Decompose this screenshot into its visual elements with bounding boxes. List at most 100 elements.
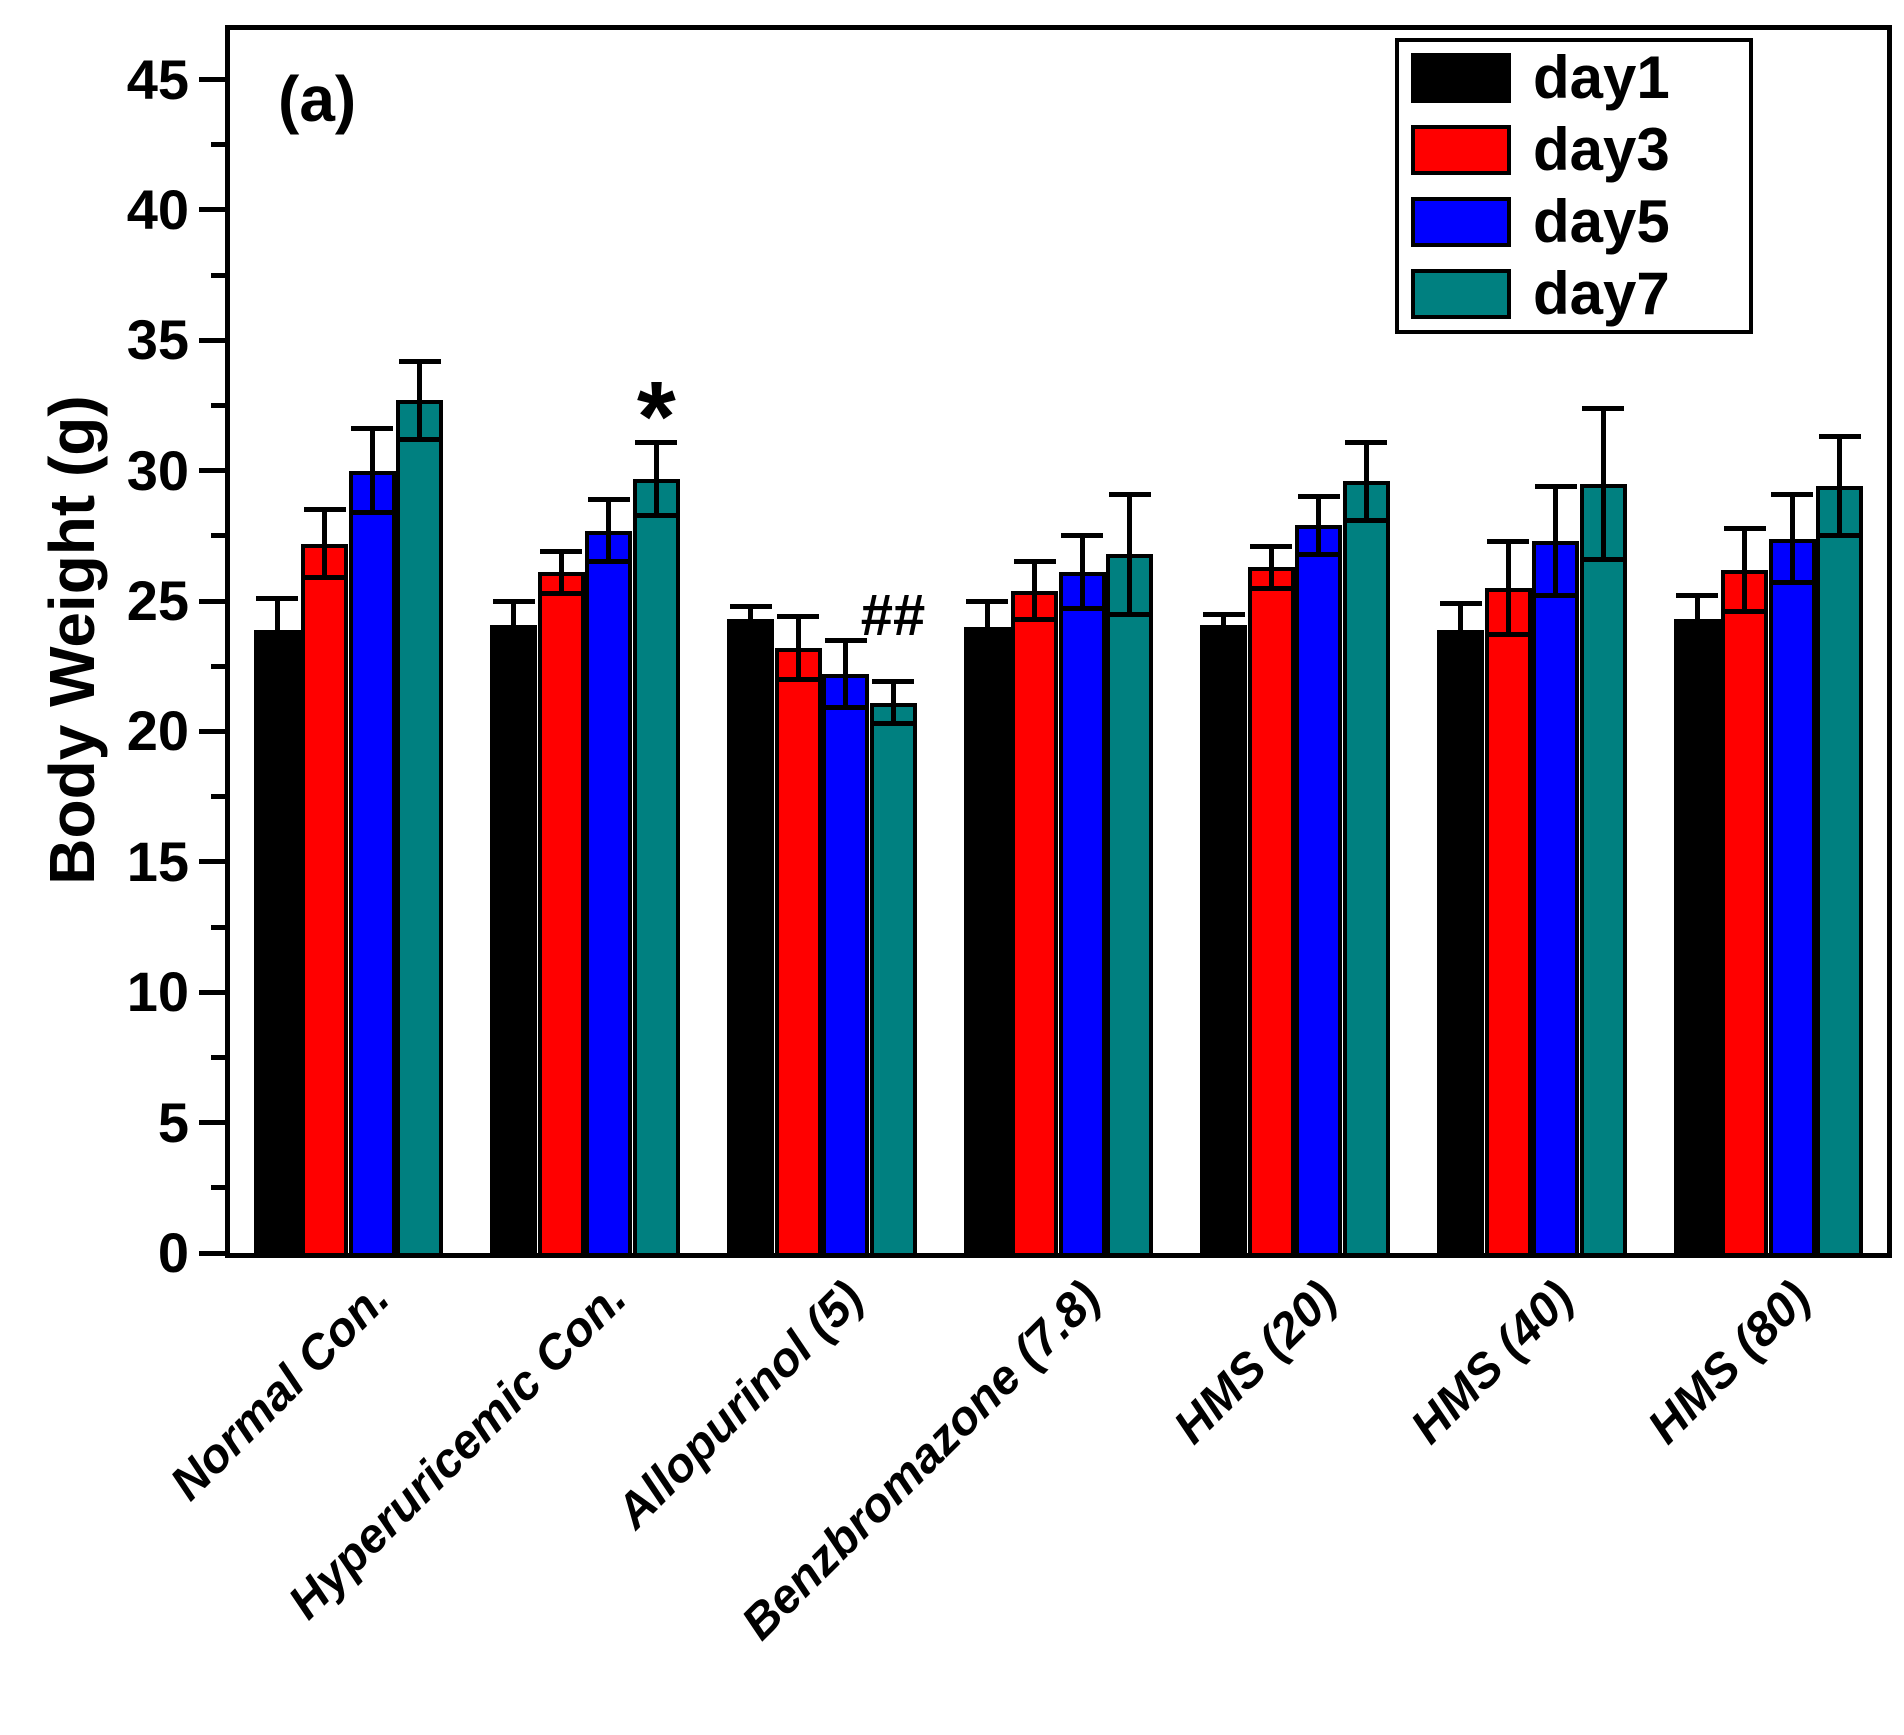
y-axis-tick-label: 45 (126, 47, 189, 111)
error-bar-cap (1771, 491, 1814, 497)
y-axis-major-tick (199, 337, 225, 343)
y-axis-major-tick (199, 468, 225, 474)
y-axis-major-tick (199, 77, 225, 83)
y-axis-major-tick (199, 598, 225, 604)
error-bar (1268, 546, 1274, 589)
error-bar-cap (1345, 439, 1388, 445)
y-axis-tick-label: 0 (157, 1221, 189, 1284)
error-bar-cap (1061, 533, 1104, 539)
error-bar (795, 616, 801, 680)
bar-day3-1 (301, 543, 349, 1253)
error-bar (1553, 486, 1559, 596)
bar-day7-4 (1106, 554, 1154, 1253)
error-bar (1600, 408, 1606, 560)
error-bar (606, 499, 612, 562)
y-axis-tick-label: 20 (126, 699, 189, 763)
error-bar-cap (351, 426, 394, 432)
legend-label: day3 (1533, 116, 1670, 183)
error-bar (748, 606, 754, 633)
bar-day5-4 (1058, 572, 1106, 1253)
error-bar (417, 361, 423, 440)
error-bar (369, 428, 375, 513)
error-bar-cap (824, 637, 867, 643)
error-bar-cap (1534, 483, 1577, 489)
error-bar (1363, 442, 1369, 521)
error-bar (274, 598, 280, 662)
error-bar-cap (1723, 609, 1766, 614)
category-label: HMS (20) (1164, 1271, 1347, 1454)
bar-day5-3 (822, 674, 870, 1253)
error-bar-cap (492, 598, 535, 604)
legend-item-day3: day3 (1399, 114, 1749, 186)
category-label: Hyperuricemic Con. (278, 1271, 637, 1630)
error-bar (1316, 496, 1322, 555)
y-axis-minor-tick (211, 924, 225, 930)
error-bar (558, 551, 564, 594)
error-bar-cap (872, 721, 915, 727)
error-bar (1694, 595, 1700, 643)
y-axis-major-tick (199, 728, 225, 734)
error-bar-cap (1439, 653, 1482, 659)
bar-day1-2 (490, 624, 538, 1253)
error-bar-cap (1202, 632, 1245, 638)
error-bar-cap (1297, 494, 1340, 500)
bar-day1-3 (727, 619, 775, 1253)
bar-day3-5 (1247, 567, 1295, 1253)
bar-day3-4 (1011, 590, 1059, 1253)
error-bar (1505, 541, 1511, 635)
panel-label: (a) (278, 63, 357, 135)
legend-item-day1: day1 (1399, 42, 1749, 114)
y-axis-minor-tick (211, 272, 225, 278)
error-bar-cap (1345, 517, 1388, 523)
error-bar-cap (872, 679, 915, 685)
y-axis-major-tick (199, 1250, 225, 1256)
error-bar-cap (1771, 580, 1814, 586)
error-bar-cap (966, 598, 1009, 604)
bar-day5-2 (585, 530, 633, 1253)
y-axis-tick-label: 35 (126, 308, 189, 372)
error-bar (1837, 436, 1843, 536)
error-bar (1221, 614, 1227, 635)
error-bar-cap (351, 509, 394, 515)
y-axis-tick-label: 25 (126, 569, 189, 633)
bar-day1-4 (963, 627, 1011, 1253)
error-bar-cap (1534, 593, 1577, 599)
y-axis-minor-tick (211, 1185, 225, 1191)
y-axis-major-tick (199, 859, 225, 865)
error-bar-cap (1818, 533, 1861, 539)
legend-swatch-day5 (1411, 197, 1511, 247)
error-bar (1127, 494, 1133, 615)
y-axis-tick-label: 15 (126, 829, 189, 893)
legend-item-day7: day7 (1399, 258, 1749, 330)
bar-day7-5 (1342, 481, 1390, 1253)
error-bar (1458, 603, 1464, 656)
error-bar-cap (1487, 632, 1530, 638)
error-bar (1742, 528, 1748, 612)
y-axis-major-tick (199, 207, 225, 213)
legend-label: day5 (1533, 188, 1670, 255)
error-bar (653, 442, 659, 515)
category-label: Normal Con. (160, 1271, 401, 1511)
legend: day1 day3 day5 day7 (1395, 38, 1753, 334)
bar-day5-5 (1295, 525, 1343, 1253)
y-axis-tick-label: 10 (126, 960, 189, 1024)
error-bar-cap (1250, 543, 1293, 549)
error-bar (1789, 494, 1795, 583)
y-axis-minor-tick (211, 794, 225, 800)
legend-label: day7 (1533, 260, 1670, 327)
significance-marker: ## (860, 582, 926, 648)
error-bar-cap (1582, 405, 1625, 411)
significance-marker: * (636, 361, 676, 473)
error-bar-cap (1013, 616, 1056, 622)
category-label: HMS (80) (1637, 1271, 1821, 1454)
bar-day7-1 (396, 400, 444, 1253)
error-bar-cap (492, 645, 535, 651)
legend-label: day1 (1533, 44, 1670, 111)
error-bar (984, 601, 990, 654)
bar-day1-7 (1673, 619, 1721, 1253)
error-bar-cap (540, 590, 583, 596)
error-bar-cap (1487, 538, 1530, 544)
error-bar-cap (635, 439, 678, 445)
y-axis-minor-tick (211, 142, 225, 148)
